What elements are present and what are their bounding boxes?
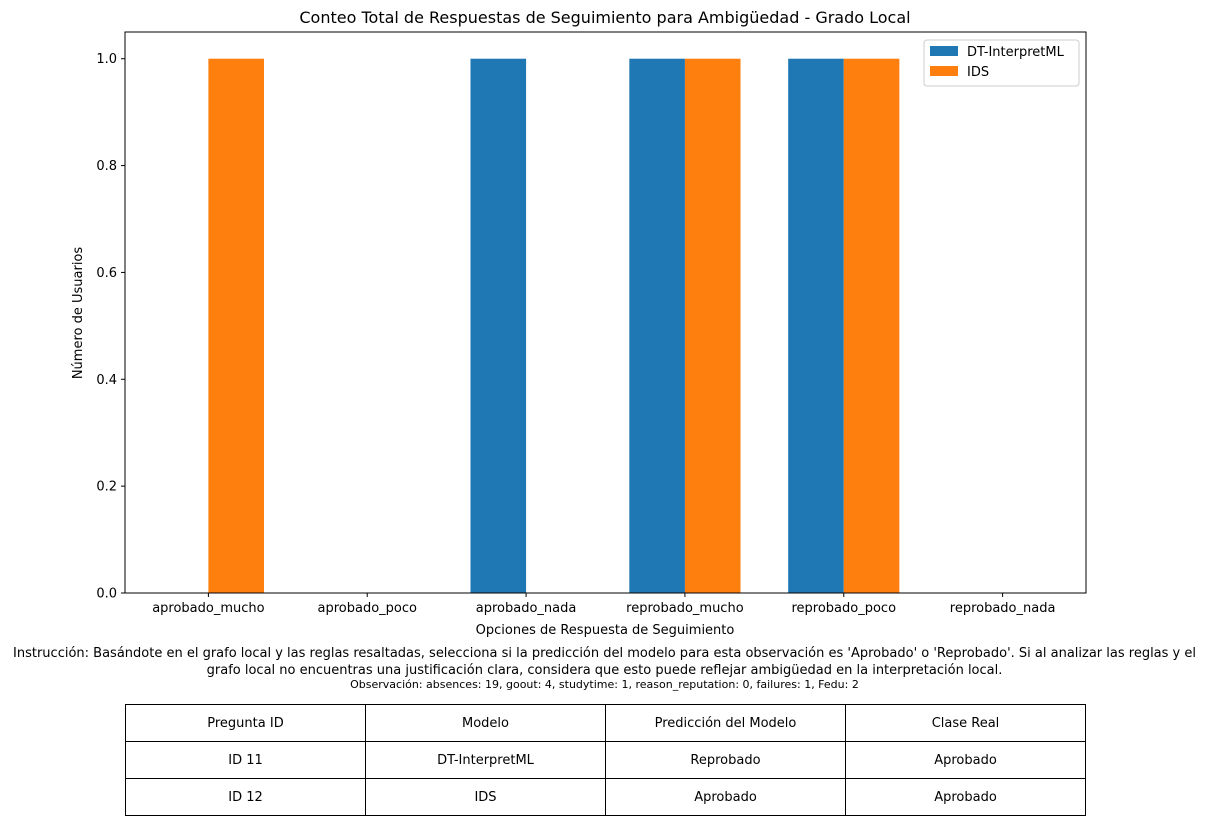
y-tick-label: 0.4 [96, 373, 117, 388]
x-axis-label: Opciones de Respuesta de Seguimiento [476, 623, 735, 638]
x-tick-label: aprobado_mucho [152, 601, 264, 616]
header-cell: Clase Real [845, 704, 1086, 742]
legend-swatch [930, 46, 958, 56]
instruction-text: Instrucción: Basándote en el grafo local… [13, 646, 1196, 678]
table-cell: ID 12 [125, 778, 366, 816]
table-cell: Aprobado [845, 741, 1086, 779]
legend-box [923, 39, 1080, 87]
bar-chart: Conteo Total de Respuestas de Seguimient… [71, 8, 1087, 638]
table-row: ID 11 DT-InterpretML Reprobado Aprobado [125, 741, 1086, 779]
table-cell: DT-InterpretML [365, 741, 606, 779]
x-tick-label: reprobado_nada [950, 601, 1056, 616]
observation-text: Observación: absences: 19, goout: 4, stu… [350, 678, 859, 691]
table-cell: IDS [365, 778, 606, 816]
table-header-row: Pregunta ID Modelo Predicción del Modelo… [125, 704, 1086, 742]
header-cell: Predicción del Modelo [605, 704, 846, 742]
x-tick-label: aprobado_nada [476, 601, 577, 616]
y-tick-label: 0.2 [96, 480, 117, 495]
table-cell: Reprobado [605, 741, 846, 779]
plot-frame [124, 31, 1087, 594]
x-tick-label: aprobado_poco [318, 601, 418, 616]
y-tick-label: 0.6 [96, 266, 117, 281]
x-tick-label: reprobado_mucho [626, 601, 744, 616]
y-tick-label: 0.0 [96, 587, 117, 602]
x-tick-label: reprobado_poco [791, 601, 896, 616]
bar-ids-reprobado_poco [843, 58, 900, 593]
y-tick-label: 1.0 [96, 52, 117, 67]
legend-swatch [930, 66, 958, 76]
table-cell: ID 11 [125, 741, 366, 779]
legend-label: DT-InterpretML [967, 45, 1065, 60]
legend-label: IDS [967, 65, 989, 80]
table-cell: Aprobado [605, 778, 846, 816]
bar-ids-aprobado_mucho [208, 58, 264, 593]
bar-dt-interpretml-reprobado_mucho [629, 58, 685, 593]
y-axis-label: Número de Usuarios [71, 247, 86, 380]
bar-dt-interpretml-reprobado_poco [788, 58, 844, 593]
legend: DT-InterpretML IDS [923, 39, 1080, 87]
table-row: ID 12 IDS Aprobado Aprobado [125, 778, 1086, 816]
header-cell: Pregunta ID [125, 704, 366, 742]
header-cell: Modelo [365, 704, 606, 742]
bar-ids-reprobado_mucho [684, 58, 741, 593]
y-tick-label: 0.8 [96, 159, 117, 174]
bar-dt-interpretml-aprobado_nada [470, 58, 527, 593]
chart-title: Conteo Total de Respuestas de Seguimient… [299, 8, 910, 27]
table-cell: Aprobado [845, 778, 1086, 816]
results-table: Pregunta ID Modelo Predicción del Modelo… [125, 704, 1086, 816]
